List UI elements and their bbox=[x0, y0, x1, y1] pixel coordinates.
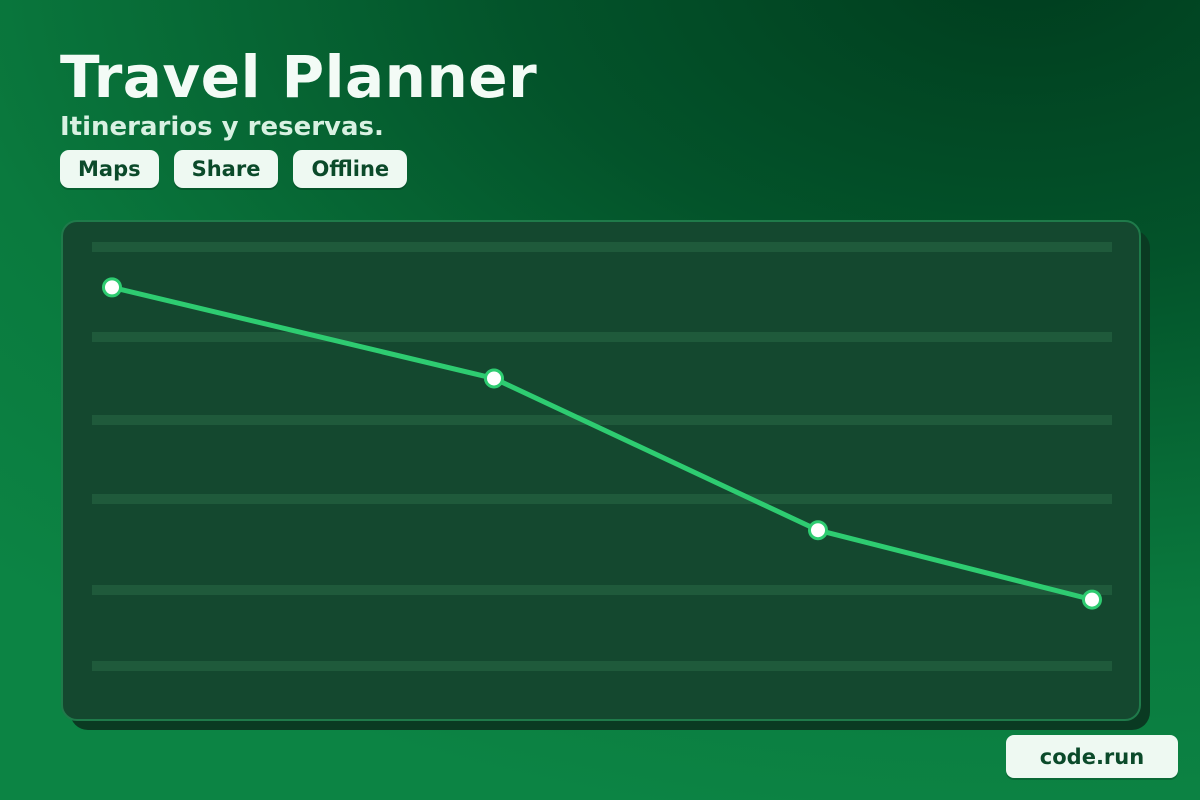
offline-button[interactable]: Offline bbox=[293, 150, 408, 188]
data-point-0 bbox=[102, 277, 122, 298]
grid-line-5 bbox=[92, 661, 1112, 671]
data-point-2 bbox=[808, 520, 828, 541]
grid-line-4 bbox=[92, 585, 1112, 595]
chart-series bbox=[109, 284, 1095, 603]
grid-line-0 bbox=[92, 242, 1112, 252]
app-title: Travel Planner bbox=[60, 43, 538, 111]
grid-line-1 bbox=[92, 332, 1112, 342]
chart-grid bbox=[92, 242, 1112, 671]
chart-points bbox=[102, 277, 1102, 610]
series-line-0 bbox=[109, 284, 1095, 603]
maps-button[interactable]: Maps bbox=[60, 150, 159, 188]
data-point-3 bbox=[1082, 589, 1102, 610]
line-chart bbox=[92, 242, 1112, 671]
share-button[interactable]: Share bbox=[173, 150, 279, 188]
grid-line-3 bbox=[92, 494, 1112, 504]
chart-panel bbox=[61, 220, 1141, 721]
data-point-1 bbox=[484, 368, 504, 389]
action-bar: Maps Share Offline bbox=[60, 150, 408, 188]
app-subtitle: Itinerarios y reservas. bbox=[60, 112, 384, 142]
grid-line-2 bbox=[92, 415, 1112, 425]
code-run-badge[interactable]: code.run bbox=[1006, 735, 1178, 778]
